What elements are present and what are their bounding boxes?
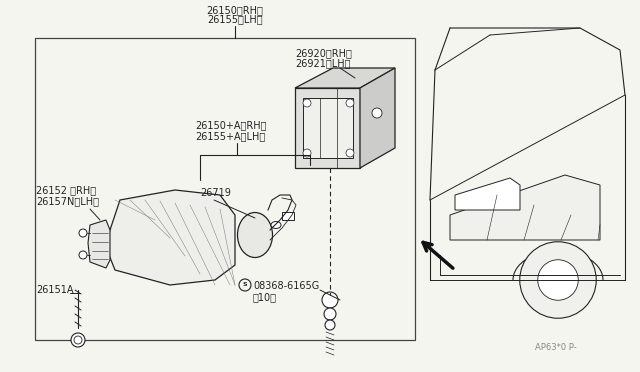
Text: 26150〈RH〉: 26150〈RH〉 bbox=[207, 5, 264, 15]
Polygon shape bbox=[450, 175, 600, 240]
Text: 26719: 26719 bbox=[200, 188, 231, 198]
Circle shape bbox=[71, 333, 85, 347]
Text: 26151A: 26151A bbox=[36, 285, 74, 295]
Text: 〈10〉: 〈10〉 bbox=[253, 292, 277, 302]
Polygon shape bbox=[455, 178, 520, 210]
Text: 26920〈RH〉: 26920〈RH〉 bbox=[295, 48, 352, 58]
Circle shape bbox=[79, 251, 87, 259]
Text: 26157N〈LH〉: 26157N〈LH〉 bbox=[36, 196, 99, 206]
Circle shape bbox=[322, 292, 338, 308]
Circle shape bbox=[303, 99, 311, 107]
Text: 08368-6165G: 08368-6165G bbox=[253, 281, 319, 291]
Circle shape bbox=[325, 320, 335, 330]
Polygon shape bbox=[295, 88, 360, 168]
Circle shape bbox=[372, 108, 382, 118]
Text: 26150+A〈RH〉: 26150+A〈RH〉 bbox=[195, 120, 266, 130]
Circle shape bbox=[520, 242, 596, 318]
Bar bbox=[35, 38, 415, 340]
Circle shape bbox=[346, 99, 354, 107]
Circle shape bbox=[346, 149, 354, 157]
Text: 26155+A〈LH〉: 26155+A〈LH〉 bbox=[195, 131, 265, 141]
Bar bbox=[282, 212, 294, 220]
Polygon shape bbox=[303, 98, 353, 158]
Text: 26152 〈RH〉: 26152 〈RH〉 bbox=[36, 185, 96, 195]
Text: 26921〈LH〉: 26921〈LH〉 bbox=[295, 58, 351, 68]
Text: S: S bbox=[243, 282, 247, 288]
Polygon shape bbox=[295, 68, 395, 88]
Circle shape bbox=[79, 229, 87, 237]
Circle shape bbox=[324, 308, 336, 320]
Ellipse shape bbox=[237, 212, 273, 257]
Polygon shape bbox=[105, 190, 235, 285]
Circle shape bbox=[74, 336, 82, 344]
Circle shape bbox=[303, 149, 311, 157]
Circle shape bbox=[538, 260, 579, 300]
Ellipse shape bbox=[271, 221, 281, 228]
Polygon shape bbox=[88, 220, 110, 268]
Circle shape bbox=[239, 279, 251, 291]
Polygon shape bbox=[360, 68, 395, 168]
Text: AP63*0 P-: AP63*0 P- bbox=[535, 343, 577, 352]
Text: 26155〈LH〉: 26155〈LH〉 bbox=[207, 14, 263, 24]
